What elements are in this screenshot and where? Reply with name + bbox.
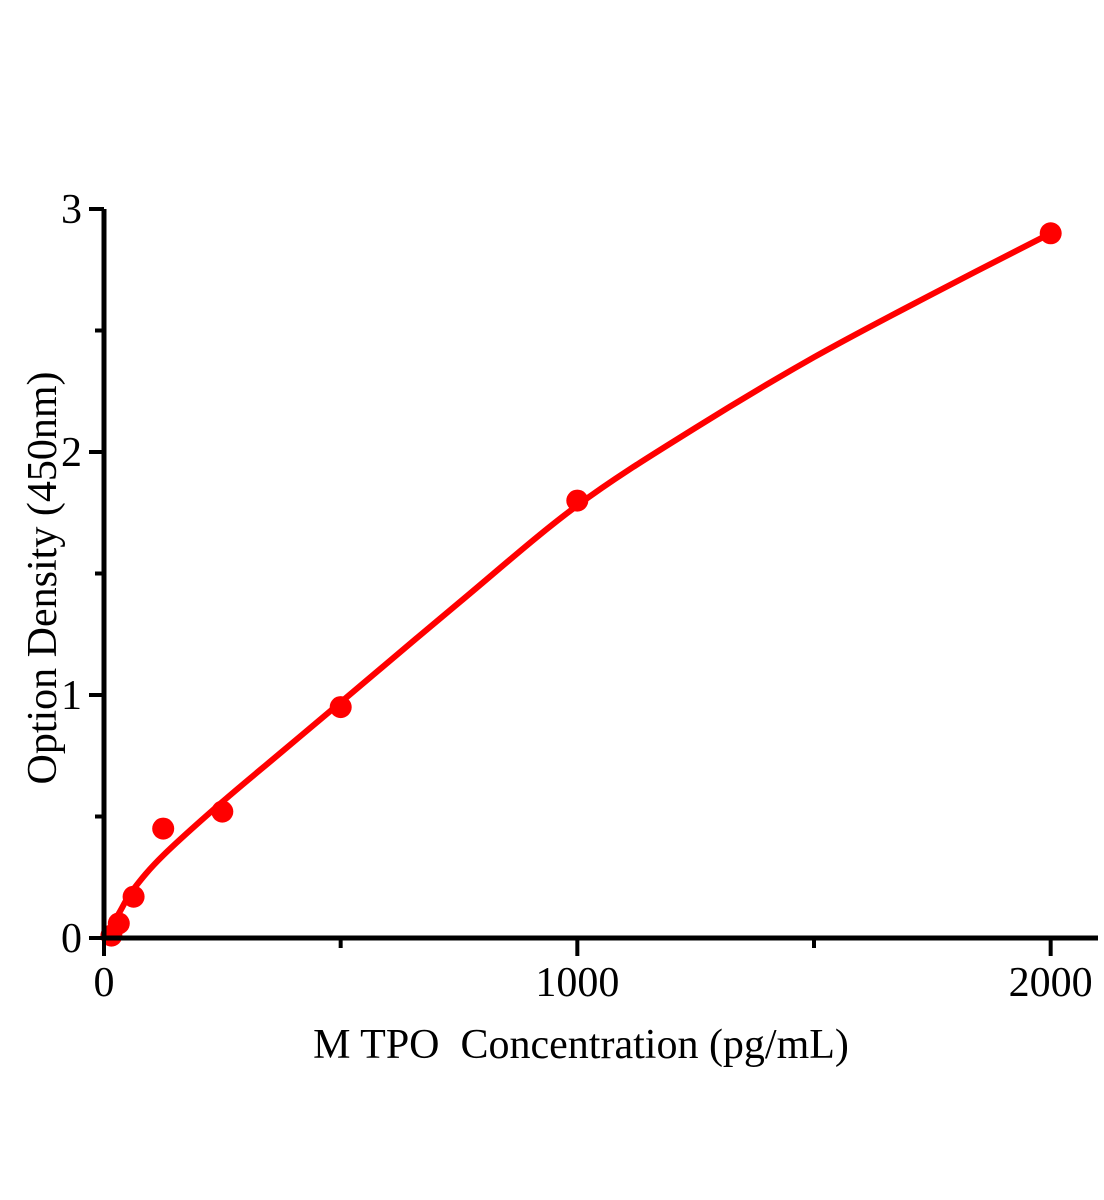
axes-layer — [89, 207, 1098, 956]
standard-curve-line — [101, 230, 1054, 941]
data-point-marker — [211, 800, 234, 823]
y-axis-tick-label: 1 — [61, 673, 82, 719]
data-point-marker — [1039, 222, 1062, 245]
tick-labels-layer: 0 1000 2000 0 1 2 3 — [61, 187, 1093, 1006]
data-point-marker — [122, 885, 145, 908]
data-point-marker — [107, 912, 130, 935]
x-axis-title: M TPO Concentration (pg/mL) — [313, 1022, 849, 1068]
x-axis-tick-label: 0 — [94, 960, 115, 1006]
data-points-layer — [100, 222, 1062, 947]
y-axis-tick-label: 3 — [61, 187, 82, 233]
fit-curve-layer — [101, 230, 1054, 941]
y-axis-title: Option Density (450nm) — [20, 372, 66, 785]
y-axis-tick-label: 0 — [61, 916, 82, 962]
data-point-marker — [329, 696, 352, 719]
x-axis-tick-label: 2000 — [1009, 960, 1093, 1006]
data-point-marker — [566, 489, 589, 512]
x-axis-tick-label: 1000 — [535, 960, 619, 1006]
y-axis-tick-label: 2 — [61, 430, 82, 476]
data-point-marker — [152, 817, 175, 840]
